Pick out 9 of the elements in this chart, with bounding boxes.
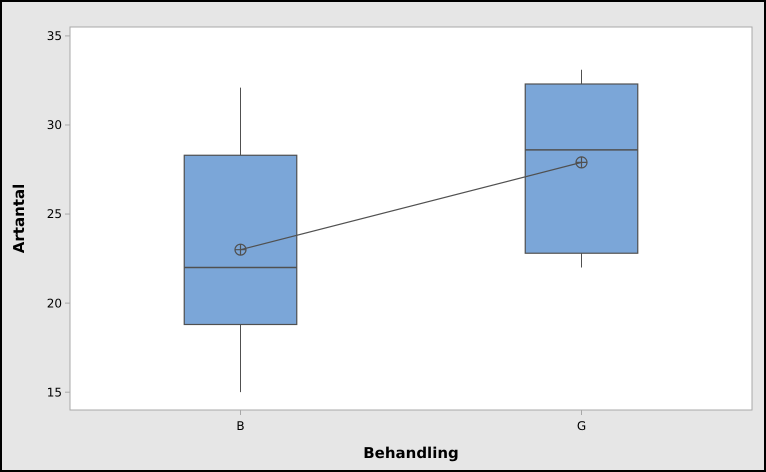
y-tick-label: 20 (46, 296, 62, 310)
y-axis-title: Artantal (10, 184, 28, 254)
y-tick-label: 25 (46, 207, 62, 222)
x-axis-title: Behandling (363, 444, 459, 462)
y-tick-label: 30 (46, 118, 62, 132)
x-tick-label: B (236, 419, 245, 433)
y-tick-label: 15 (46, 385, 62, 400)
x-tick-label: G (576, 419, 586, 433)
y-tick-label: 35 (46, 29, 62, 44)
